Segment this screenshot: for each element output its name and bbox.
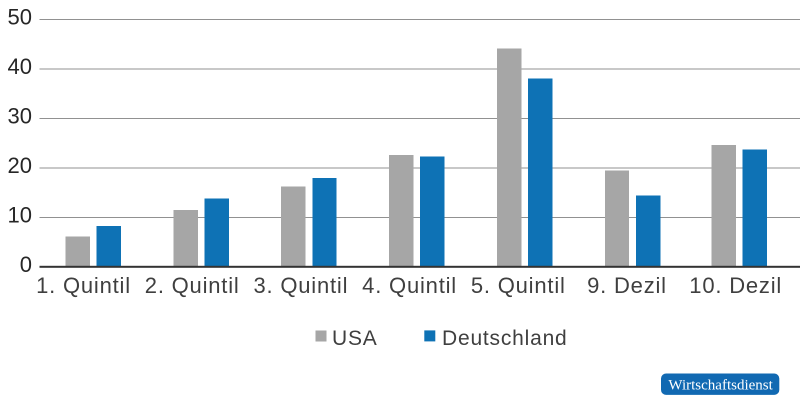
svg-text:4. Quintil: 4. Quintil [362,273,457,298]
svg-text:USA: USA [332,327,378,350]
svg-text:9. Dezil: 9. Dezil [587,273,667,298]
svg-text:40: 40 [8,54,32,79]
svg-text:1. Quintil: 1. Quintil [36,273,131,298]
svg-text:50: 50 [8,5,32,30]
svg-text:3. Quintil: 3. Quintil [253,273,348,298]
svg-text:0: 0 [20,252,32,277]
svg-text:Wirtschaftsdienst: Wirtschaftsdienst [668,378,773,394]
svg-text:20: 20 [8,153,32,178]
svg-text:2. Quintil: 2. Quintil [145,273,240,298]
svg-text:30: 30 [8,104,32,129]
svg-text:Deutschland: Deutschland [442,327,568,350]
svg-text:10. Dezil: 10. Dezil [689,273,782,298]
svg-text:5. Quintil: 5. Quintil [471,273,566,298]
svg-text:10: 10 [8,203,32,228]
